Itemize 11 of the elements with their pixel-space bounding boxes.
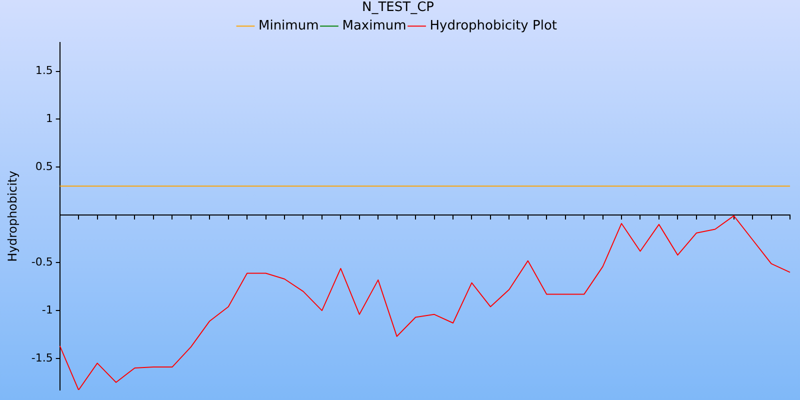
y-axis-title: Hydrophobicity	[5, 170, 20, 262]
legend-label: Hydrophobicity Plot	[430, 18, 558, 34]
legend-label: Minimum	[258, 18, 319, 34]
legend-label: Maximum	[342, 18, 406, 34]
y-tick-label: -1	[42, 303, 53, 316]
y-tick-label: 1.5	[35, 64, 53, 78]
chart-title: N_TEST_CP	[362, 0, 434, 16]
y-tick-label: -0.5	[31, 256, 53, 269]
y-tick-label: 0.5	[35, 160, 53, 173]
y-tick-label: -1.5	[31, 351, 53, 364]
y-tick-label: 1	[46, 112, 53, 126]
